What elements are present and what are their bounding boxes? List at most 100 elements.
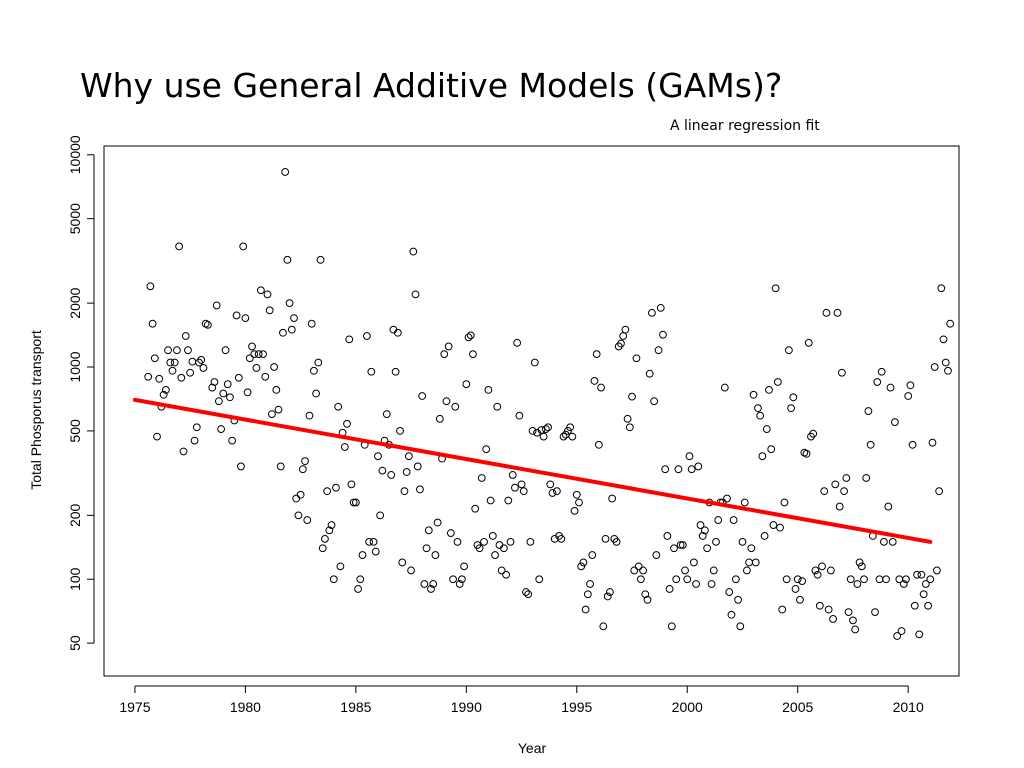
x-tick-label: 1980	[230, 699, 261, 715]
y-tick-label: 1000	[67, 351, 83, 382]
data-point	[685, 452, 694, 461]
data-point	[270, 363, 279, 371]
data-point	[539, 432, 548, 441]
data-point	[570, 506, 579, 515]
data-point	[930, 363, 939, 371]
data-point	[926, 575, 935, 584]
slide-title: Why use General Additive Models (GAMs)?	[80, 66, 783, 105]
data-point	[762, 425, 771, 433]
data-point	[464, 333, 473, 342]
data-point	[594, 440, 603, 449]
data-point	[219, 389, 228, 398]
data-point	[477, 474, 486, 482]
data-point	[433, 518, 442, 527]
data-point	[769, 521, 778, 529]
data-point	[866, 440, 875, 449]
data-point	[243, 388, 252, 397]
data-point	[875, 575, 884, 584]
data-point	[667, 622, 676, 631]
data-point	[422, 544, 431, 553]
data-point	[413, 462, 422, 471]
data-point	[663, 532, 672, 540]
data-point	[924, 601, 932, 610]
data-point	[186, 368, 195, 377]
data-point	[597, 383, 605, 392]
data-point	[329, 575, 338, 584]
data-point	[312, 389, 320, 398]
data-point	[440, 350, 449, 359]
y-axis: 50 100 200 500 1000 2000 5000 10000	[67, 135, 95, 651]
data-point	[524, 590, 533, 599]
data-point	[645, 369, 654, 378]
data-point	[493, 402, 502, 411]
data-point	[484, 386, 493, 394]
x-tick-label: 1995	[561, 699, 592, 715]
data-point	[252, 364, 261, 372]
data-point	[369, 537, 378, 546]
data-point	[740, 498, 749, 507]
data-point	[168, 366, 177, 375]
data-point	[294, 511, 303, 520]
x-axis-label: Year	[517, 740, 547, 756]
data-point	[199, 364, 208, 372]
data-point	[579, 558, 588, 567]
data-point	[745, 558, 754, 567]
data-point	[813, 570, 822, 579]
data-point	[884, 502, 893, 511]
data-point	[904, 392, 913, 400]
data-point	[659, 330, 667, 339]
data-point	[358, 551, 367, 559]
data-point	[696, 521, 705, 529]
data-point	[632, 354, 641, 363]
data-point	[279, 328, 287, 337]
data-point	[161, 386, 170, 394]
data-point	[371, 547, 380, 556]
data-point	[420, 580, 429, 588]
data-point	[643, 595, 652, 604]
data-point	[676, 541, 685, 549]
data-point	[639, 566, 647, 575]
data-point	[588, 551, 597, 559]
data-point	[528, 426, 537, 435]
data-point	[798, 577, 807, 586]
data-point	[153, 432, 161, 441]
data-point	[771, 284, 780, 293]
data-point	[511, 483, 519, 492]
data-point	[727, 610, 736, 619]
data-point	[458, 575, 466, 584]
data-point	[784, 346, 793, 355]
data-point	[444, 342, 453, 351]
data-point	[674, 465, 683, 474]
data-point	[751, 558, 760, 567]
data-point	[743, 566, 751, 575]
data-point	[577, 562, 586, 571]
data-point	[709, 566, 718, 575]
data-point	[188, 357, 197, 366]
data-point	[214, 397, 223, 406]
data-point	[393, 328, 402, 337]
data-point	[354, 585, 362, 593]
data-point	[546, 480, 555, 489]
data-point	[634, 562, 643, 571]
data-point	[276, 462, 285, 471]
data-point	[268, 410, 276, 418]
data-point	[232, 311, 241, 320]
data-point	[864, 407, 873, 415]
data-point	[820, 487, 829, 496]
data-point	[296, 490, 305, 499]
data-point	[689, 558, 698, 567]
data-point	[486, 496, 495, 505]
data-point	[630, 566, 639, 575]
data-point	[756, 411, 765, 420]
data-point	[203, 320, 212, 329]
data-point	[301, 457, 309, 466]
data-point	[256, 286, 265, 295]
data-point	[391, 367, 400, 376]
data-point	[902, 575, 910, 584]
data-point	[583, 590, 592, 599]
y-tick-label: 5000	[67, 203, 83, 234]
data-point	[210, 378, 219, 386]
data-point	[427, 585, 435, 593]
data-point	[586, 580, 594, 588]
data-point	[460, 562, 469, 571]
